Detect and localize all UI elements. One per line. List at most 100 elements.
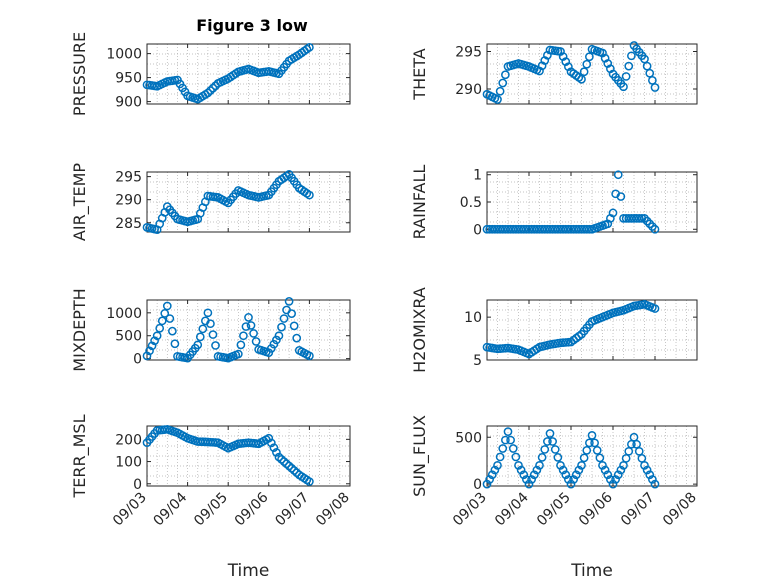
data-point xyxy=(637,453,647,463)
x-axis-label: Time xyxy=(227,561,270,581)
data-point xyxy=(564,475,573,484)
data-point xyxy=(495,452,505,462)
data-point xyxy=(595,453,605,463)
data-point xyxy=(608,479,618,489)
data-point xyxy=(540,445,550,454)
data-point xyxy=(264,348,274,358)
data-point xyxy=(514,461,523,470)
x-tick-label: 09/04 xyxy=(151,489,191,529)
data-point xyxy=(493,461,502,470)
data-point xyxy=(279,314,289,323)
data-point xyxy=(289,466,299,475)
data-point xyxy=(152,331,162,341)
data-point xyxy=(616,192,626,201)
y-axis-label: MIXDEPTH xyxy=(70,288,89,371)
y-tick-label: 500 xyxy=(455,430,482,446)
data-point xyxy=(624,446,634,456)
y-tick-label: 900 xyxy=(115,95,142,111)
y-tick-label: 1000 xyxy=(106,47,142,63)
data-point xyxy=(211,341,220,350)
data-point xyxy=(266,344,276,353)
data-point xyxy=(519,470,529,480)
data-point xyxy=(155,323,165,333)
data-point xyxy=(529,470,539,480)
grid xyxy=(146,300,351,360)
data-point xyxy=(642,216,652,226)
y-tick-label: 0 xyxy=(133,352,142,368)
data-point xyxy=(236,340,246,350)
data-point xyxy=(571,470,581,480)
y-ticks xyxy=(146,172,351,232)
data-point xyxy=(168,326,177,336)
data-point xyxy=(603,470,613,480)
y-tick-label: 200 xyxy=(115,432,142,448)
data-point xyxy=(642,61,652,71)
data-point xyxy=(579,67,589,77)
axes-frame xyxy=(486,425,698,487)
data-point xyxy=(558,465,568,475)
data-point xyxy=(508,444,518,453)
data-point xyxy=(498,78,508,88)
data-point xyxy=(650,83,660,92)
data-point xyxy=(535,461,544,470)
data-point xyxy=(203,308,213,318)
y-tick-label: 0 xyxy=(473,222,482,238)
data-point xyxy=(648,475,657,484)
grid xyxy=(486,426,698,486)
data-point xyxy=(269,443,279,453)
data-point xyxy=(640,54,649,64)
grid xyxy=(146,44,351,104)
y-tick-label: 290 xyxy=(115,193,142,209)
data-point xyxy=(585,438,594,448)
data-point xyxy=(501,435,510,445)
y-axis-label: PRESSURE xyxy=(70,32,89,116)
data-point xyxy=(272,448,281,457)
data-point xyxy=(487,470,497,480)
data-point xyxy=(561,470,571,480)
data-point xyxy=(142,351,152,361)
data-point xyxy=(650,304,660,313)
x-tick-label: 09/08 xyxy=(313,490,353,530)
data-point xyxy=(650,224,660,234)
data-point xyxy=(305,43,314,52)
data-point xyxy=(272,335,281,345)
data-point xyxy=(645,68,655,78)
x-tick-label: 09/05 xyxy=(534,490,574,530)
axes-frame xyxy=(146,171,351,233)
data-point xyxy=(170,339,180,349)
y-tick-label: 295 xyxy=(455,45,482,61)
y-tick-label: 1 xyxy=(473,168,482,184)
data-point xyxy=(501,70,510,80)
data-point xyxy=(287,309,296,318)
data-point xyxy=(556,461,565,470)
subplot-8: 0 500 SUN_FLUX 09/03 09/04 09/05 09/06 09/07 09/… xyxy=(410,415,700,581)
series-points xyxy=(142,424,314,486)
y-tick-label: 285 xyxy=(115,216,142,232)
series-points xyxy=(482,170,660,234)
data-point xyxy=(157,316,167,326)
y-tick-label: 0 xyxy=(133,477,142,493)
subplot-7: 0 100 200 TERR_MSL 09/03 09/04 09/05 09/06 09/07… xyxy=(70,414,353,581)
data-point xyxy=(516,465,526,475)
data-point xyxy=(495,86,505,96)
data-point xyxy=(619,82,628,92)
y-tick-label: 1000 xyxy=(106,306,142,322)
y-axis-label: TERR_MSL xyxy=(70,414,90,498)
y-tick-label: 950 xyxy=(115,71,142,87)
data-point xyxy=(264,433,274,443)
x-axis-label: Time xyxy=(570,561,613,581)
data-point xyxy=(650,479,660,489)
data-point xyxy=(277,454,286,464)
data-point xyxy=(287,463,296,473)
data-point xyxy=(592,446,602,455)
data-point xyxy=(284,297,294,306)
data-point xyxy=(485,475,494,484)
data-point xyxy=(289,321,299,331)
figure-title: Figure 3 low xyxy=(196,16,308,35)
data-point xyxy=(608,208,618,218)
data-point xyxy=(642,465,652,475)
data-point xyxy=(503,427,513,436)
data-point xyxy=(206,319,215,329)
y-axis-label: AIR_TEMP xyxy=(70,163,90,241)
data-point xyxy=(284,461,294,471)
